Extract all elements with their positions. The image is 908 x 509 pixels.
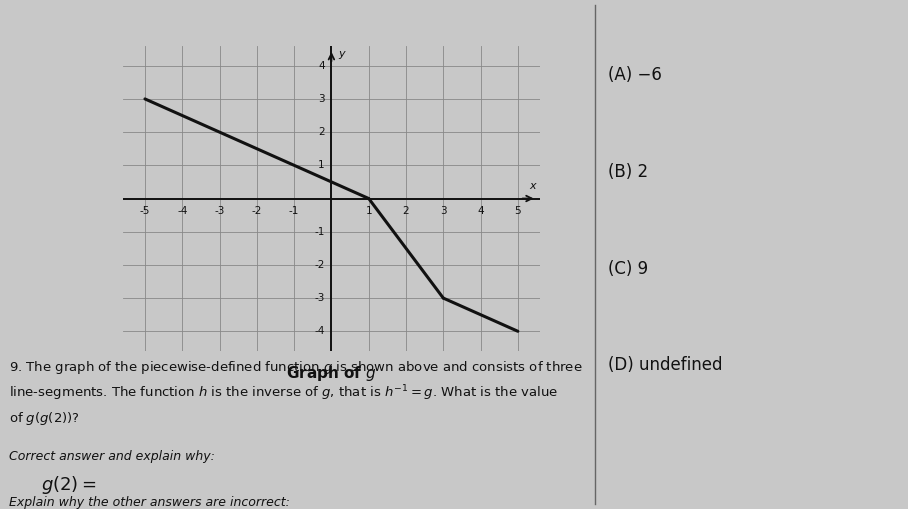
Text: -3: -3 — [214, 206, 224, 216]
Text: -2: -2 — [314, 260, 325, 270]
Text: 1: 1 — [318, 160, 325, 171]
Text: $g(2)=$: $g(2)=$ — [41, 474, 96, 496]
Text: 5: 5 — [515, 206, 521, 216]
Text: (A) −6: (A) −6 — [608, 66, 662, 84]
Text: 1: 1 — [365, 206, 372, 216]
Text: 3: 3 — [440, 206, 447, 216]
Text: (C) 9: (C) 9 — [608, 260, 648, 277]
Text: (B) 2: (B) 2 — [608, 163, 648, 181]
Text: (D) undefined: (D) undefined — [608, 356, 723, 374]
Text: 4: 4 — [478, 206, 484, 216]
Text: Explain why the other answers are incorrect:: Explain why the other answers are incorr… — [9, 496, 290, 509]
Text: Graph of $g$: Graph of $g$ — [286, 364, 377, 383]
Text: 2: 2 — [318, 127, 325, 137]
Text: -4: -4 — [314, 326, 325, 336]
Text: $y$: $y$ — [338, 49, 347, 61]
Text: 3: 3 — [318, 94, 325, 104]
Text: -3: -3 — [314, 293, 325, 303]
Text: Correct answer and explain why:: Correct answer and explain why: — [9, 450, 215, 464]
Text: 2: 2 — [402, 206, 410, 216]
Text: -4: -4 — [177, 206, 187, 216]
Text: 4: 4 — [318, 61, 325, 71]
Text: -2: -2 — [252, 206, 262, 216]
Text: -1: -1 — [289, 206, 300, 216]
Text: -5: -5 — [140, 206, 150, 216]
Text: -1: -1 — [314, 227, 325, 237]
Text: $x$: $x$ — [529, 181, 538, 191]
Text: 9. The graph of the piecewise-defined function $g$ is shown above and consists o: 9. The graph of the piecewise-defined fu… — [9, 359, 583, 427]
